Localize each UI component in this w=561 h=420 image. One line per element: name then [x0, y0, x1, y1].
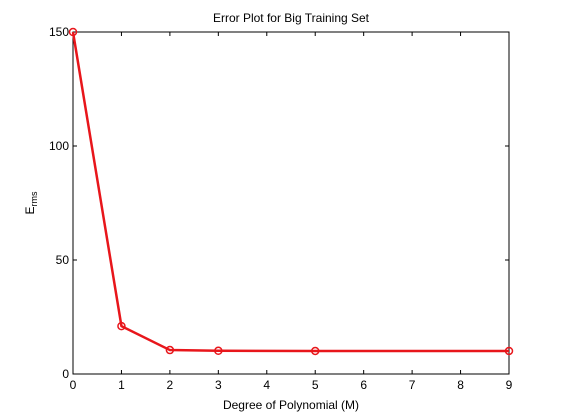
data-point-marker	[117, 321, 126, 331]
data-point-marker	[165, 345, 175, 355]
x-tick-label: 2	[167, 378, 174, 392]
data-point-marker	[504, 346, 514, 356]
x-tick-label: 7	[409, 378, 416, 392]
y-axis-label-subscript: rms	[29, 191, 39, 206]
x-tick-label: 5	[312, 378, 319, 392]
x-tick-label: 1	[118, 378, 125, 392]
data-point-marker	[68, 27, 78, 37]
plot-area	[72, 31, 510, 375]
y-tick-label: 0	[62, 367, 69, 381]
data-point-marker	[310, 346, 320, 356]
series-line	[71, 31, 509, 353]
x-tick-label: 8	[457, 378, 464, 392]
x-tick-label: 3	[215, 378, 222, 392]
x-tick-label: 4	[263, 378, 270, 392]
y-axis-label: Erms	[23, 191, 39, 215]
y-tick-label: 100	[49, 139, 69, 153]
x-tick-label: 9	[506, 378, 513, 392]
series-layer	[68, 27, 514, 356]
y-axis-label-main: E	[23, 206, 37, 214]
x-axis-label: Degree of Polynomial (M)	[223, 398, 359, 412]
x-ticks: 0 1 2 3 4 5 6 7 8 9	[70, 32, 513, 392]
y-tick-label: 150	[49, 25, 69, 39]
y-tick-label: 50	[56, 253, 70, 267]
data-point-marker	[214, 346, 223, 355]
chart-title: Error Plot for Big Training Set	[213, 11, 370, 25]
x-tick-label: 6	[360, 378, 367, 392]
x-tick-label: 0	[70, 378, 77, 392]
y-ticks: 0 50 100 150	[49, 25, 509, 381]
